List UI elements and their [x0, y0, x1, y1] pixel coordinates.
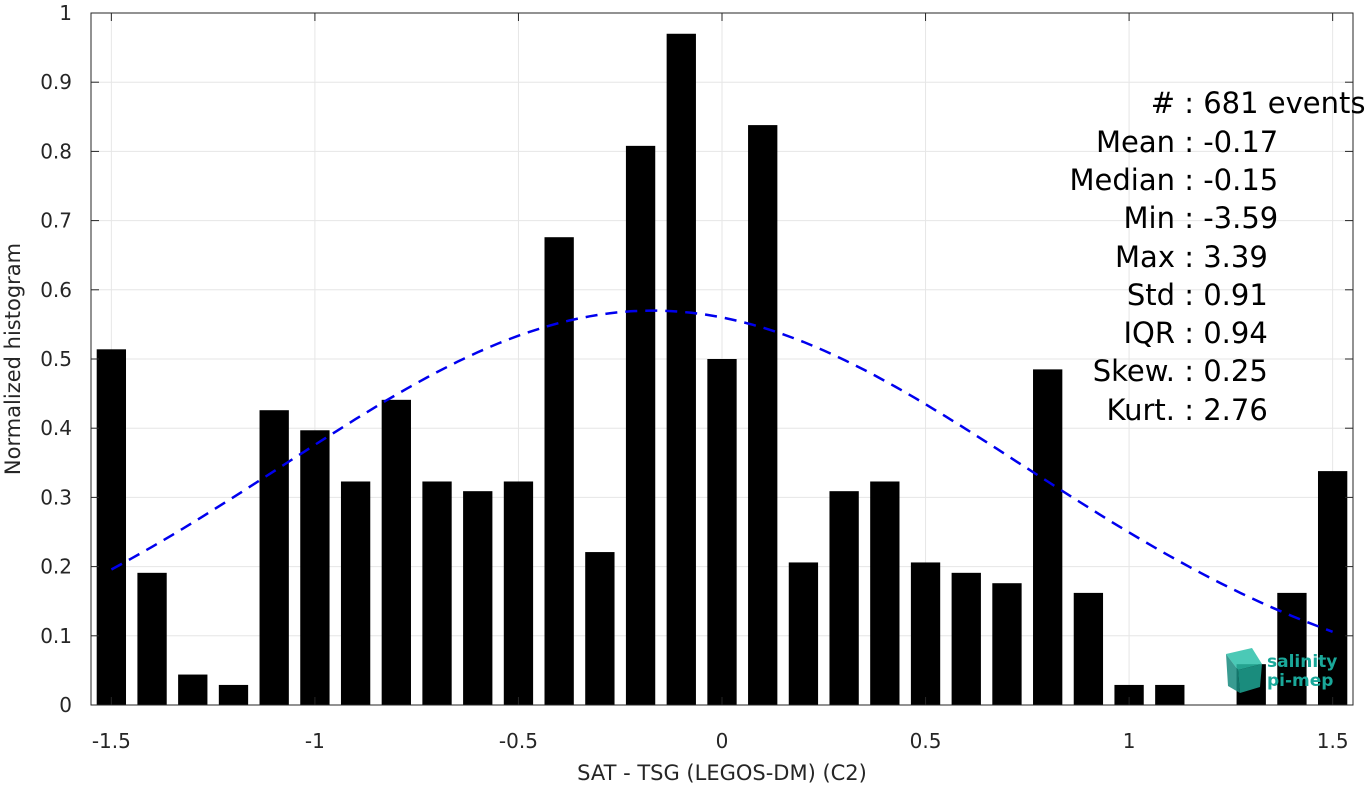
- stats-value: : -3.59: [1175, 201, 1278, 235]
- x-tick-label: 0.5: [910, 729, 942, 753]
- x-axis-ticks: -1.5 -1 -0.5 0 0.5 1 1.5: [92, 13, 1349, 753]
- y-tick-label: 0.1: [40, 624, 72, 648]
- x-tick-label: -0.5: [499, 729, 538, 753]
- histogram-bar: [707, 359, 737, 705]
- stats-label: Std: [1127, 278, 1175, 312]
- stats-value: : 2.76: [1175, 393, 1268, 427]
- stats-value: : -0.17: [1175, 125, 1278, 159]
- salinity-pimep-logo: salinity pi-mep: [1226, 648, 1337, 693]
- bars-group: [96, 33, 1348, 705]
- stats-value: : 0.91: [1175, 278, 1268, 312]
- stats-label: #: [1151, 86, 1175, 120]
- histogram-bar: [218, 684, 249, 705]
- histogram-bar: [1073, 592, 1104, 705]
- histogram-bar: [1317, 471, 1348, 705]
- stats-value: : 3.39: [1175, 240, 1268, 274]
- x-tick-label: -1.5: [92, 729, 131, 753]
- histogram-bar: [870, 481, 900, 705]
- stats-label: Min: [1124, 201, 1175, 235]
- histogram-bar: [544, 237, 574, 705]
- y-tick-label: 0.8: [40, 139, 72, 163]
- y-tick-label: 0.3: [40, 485, 72, 509]
- y-tick-label: 0.5: [40, 347, 72, 371]
- y-tick-label: 0.6: [40, 278, 72, 302]
- histogram-bar: [585, 552, 615, 705]
- histogram-bar: [1277, 592, 1307, 705]
- y-tick-label: 1: [59, 1, 72, 25]
- histogram-bar: [788, 562, 819, 705]
- stats-label: Skew.: [1093, 354, 1175, 388]
- stats-value: : -0.15: [1175, 163, 1278, 197]
- histogram-bar: [137, 572, 167, 705]
- x-tick-label: 1: [1123, 729, 1136, 753]
- histogram-bar: [1155, 684, 1185, 705]
- histogram-bar: [178, 674, 208, 705]
- stats-label: Kurt.: [1107, 393, 1175, 427]
- histogram-bar: [1114, 684, 1144, 705]
- histogram-bar: [992, 583, 1022, 705]
- y-tick-label: 0.7: [40, 209, 72, 233]
- histogram-bar: [829, 491, 859, 705]
- histogram-bar: [748, 125, 778, 705]
- y-axis-ticks: 0 0.1 0.2 0.3 0.4 0.5 0.6 0.7 0.8 0.9 1: [40, 1, 1353, 717]
- y-tick-label: 0.4: [40, 416, 72, 440]
- histogram-bar: [340, 481, 371, 705]
- x-tick-label: 0: [716, 729, 729, 753]
- histogram-bar: [666, 33, 696, 705]
- logo-line2: pi-mep: [1267, 671, 1333, 691]
- histogram-bar: [381, 399, 411, 705]
- histogram-bar: [625, 145, 656, 705]
- histogram-bar: [1033, 369, 1063, 705]
- y-tick-label: 0.9: [40, 70, 72, 94]
- histogram-bar: [96, 349, 127, 705]
- x-tick-label: 1.5: [1317, 729, 1349, 753]
- histogram-bar: [503, 481, 534, 705]
- x-axis-title: SAT - TSG (LEGOS-DM) (C2): [577, 761, 867, 785]
- x-tick-label: -1: [305, 729, 325, 753]
- stats-value: : 0.94: [1175, 316, 1268, 350]
- stats-label: Max: [1115, 240, 1175, 274]
- stats-value: : 0.25: [1175, 354, 1268, 388]
- y-tick-label: 0.2: [40, 555, 72, 579]
- normal-fit-curve: [110, 309, 1334, 633]
- histogram-bar: [422, 481, 452, 705]
- histogram-bar: [951, 572, 981, 705]
- cube-icon: [1226, 648, 1262, 693]
- histogram-bar: [463, 491, 493, 705]
- stats-label: Mean: [1096, 125, 1175, 159]
- y-tick-label: 0: [59, 693, 72, 717]
- histogram-bar: [300, 430, 330, 705]
- logo-line1: salinity: [1267, 652, 1337, 672]
- histogram-bar: [259, 410, 289, 705]
- stats-label: Median: [1070, 163, 1175, 197]
- stats-value: : 681 events: [1175, 86, 1365, 120]
- y-axis-title: Normalized histogram: [1, 243, 25, 475]
- histogram-bar: [910, 562, 941, 705]
- stats-label: IQR: [1123, 316, 1175, 350]
